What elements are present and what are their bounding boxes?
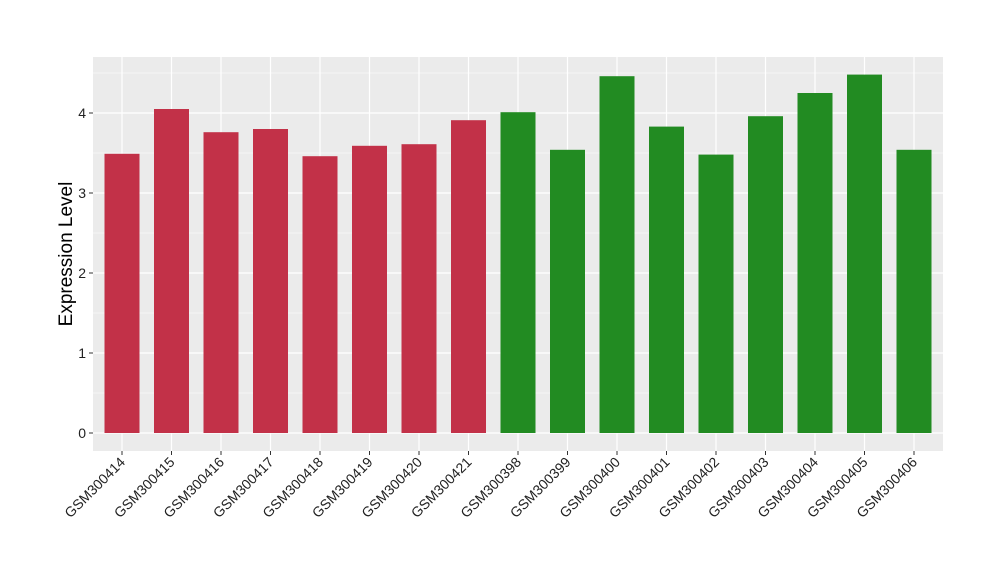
bar-GSM300404 [797,93,833,433]
y-tick-label: 0 [78,425,86,441]
bar-GSM300416 [203,132,239,433]
bar-GSM300400 [599,76,635,433]
bar-GSM300414 [104,153,140,434]
bar-GSM300402 [698,154,734,433]
y-tick-label: 1 [78,345,86,361]
x-axis: GSM300414GSM300415GSM300416GSM300417GSM3… [61,451,920,521]
y-tick-label: 4 [78,105,86,121]
y-axis-label: Expression Level [56,182,77,327]
bar-GSM300403 [748,116,783,433]
bar-GSM300418 [302,156,338,433]
bar-GSM300415 [154,109,189,433]
y-tick-label: 3 [78,185,86,201]
bar-GSM300417 [253,129,288,433]
bar-GSM300406 [896,149,932,434]
bar-GSM300398 [500,112,536,433]
bar-GSM300420 [401,144,437,433]
bar-GSM300419 [352,145,387,434]
bar-GSM300421 [451,120,486,433]
bar-GSM300401 [649,126,684,433]
bar-GSM300405 [847,74,882,433]
bars [104,74,932,434]
y-axis: 0 1 2 3 4 [78,105,93,441]
y-tick-label: 2 [78,265,86,281]
bar-GSM300399 [550,149,585,434]
